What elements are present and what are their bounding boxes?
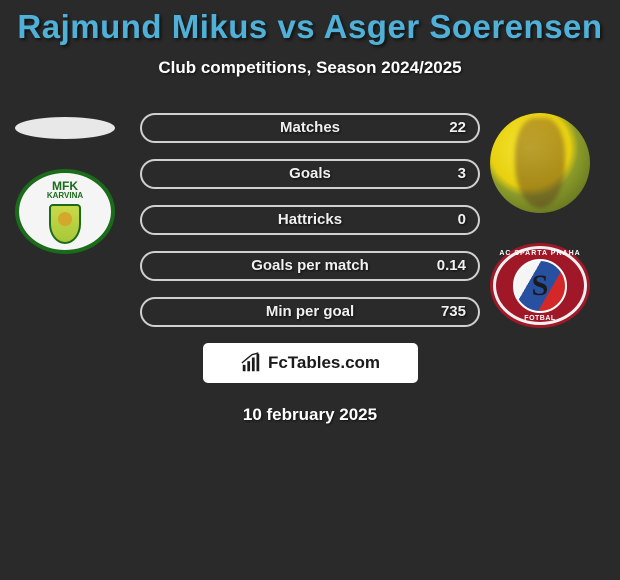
stat-bars: Matches22 Goals3 Hattricks0 Goals per match…: [140, 113, 480, 327]
club2-bottom-text: FOTBAL: [490, 315, 590, 322]
club1-abbr-bot: KARVINA: [47, 192, 83, 200]
stat-label: Min per goal: [142, 299, 478, 325]
club-logo-left-inner: MFK KARVINA: [47, 180, 83, 244]
stat-value-right: 735: [441, 299, 466, 325]
club2-letter: S: [532, 269, 549, 303]
right-player-column: AC SPARTA PRAHA S FOTBAL: [485, 113, 595, 328]
stat-value-right: 22: [449, 115, 466, 141]
stat-bar-min-per-goal: Min per goal735: [140, 297, 480, 327]
stat-label: Matches: [142, 115, 478, 141]
title-player2: Asger Soerensen: [324, 8, 603, 45]
left-player-column: MFK KARVINA: [10, 113, 120, 254]
brand-box[interactable]: FcTables.com: [203, 343, 418, 383]
stat-bar-goals-per-match: Goals per match0.14: [140, 251, 480, 281]
chart-icon: [240, 352, 262, 374]
club1-shield-icon: [49, 204, 81, 244]
page-title: Rajmund Mikus vs Asger Soerensen: [0, 0, 620, 46]
stat-value-right: 3: [458, 161, 466, 187]
date-line: 10 february 2025: [0, 405, 620, 425]
title-player1: Rajmund Mikus: [17, 8, 267, 45]
stat-bar-matches: Matches22: [140, 113, 480, 143]
player1-avatar: [15, 117, 115, 139]
player2-club-logo: AC SPARTA PRAHA S FOTBAL: [490, 243, 590, 328]
stat-label: Hattricks: [142, 207, 478, 233]
brand-name: FcTables.com: [268, 353, 380, 373]
player1-club-logo: MFK KARVINA: [15, 169, 115, 254]
title-vs: vs: [277, 8, 315, 45]
stat-label: Goals per match: [142, 253, 478, 279]
subtitle: Club competitions, Season 2024/2025: [0, 58, 620, 78]
player2-avatar: [490, 113, 590, 213]
stat-label: Goals: [142, 161, 478, 187]
stat-value-right: 0.14: [437, 253, 466, 279]
club2-ring-text: AC SPARTA PRAHA: [490, 250, 590, 257]
comparison-area: MFK KARVINA Matches22 Goals3 Hattricks0 Goa…: [0, 113, 620, 327]
club2-inner-circle: S: [513, 259, 567, 313]
club1-abbr-top: MFK: [47, 180, 83, 192]
stat-value-right: 0: [458, 207, 466, 233]
stat-bar-hattricks: Hattricks0: [140, 205, 480, 235]
stat-bar-goals: Goals3: [140, 159, 480, 189]
